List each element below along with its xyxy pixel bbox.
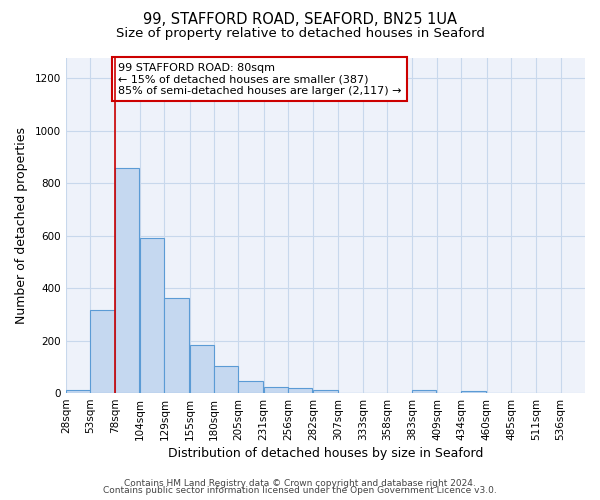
Bar (288, 388, 313, 393)
Text: Contains HM Land Registry data © Crown copyright and database right 2024.: Contains HM Land Registry data © Crown c… (124, 478, 476, 488)
Bar (238, 380, 263, 393)
Bar (140, 238, 164, 393)
Bar (214, 366, 238, 393)
Bar (461, 392, 485, 393)
Bar (412, 390, 436, 393)
Text: 99, STAFFORD ROAD, SEAFORD, BN25 1UA: 99, STAFFORD ROAD, SEAFORD, BN25 1UA (143, 12, 457, 28)
Text: Size of property relative to detached houses in Seaford: Size of property relative to detached ho… (116, 28, 484, 40)
Bar (190, 344, 214, 393)
X-axis label: Distribution of detached houses by size in Seaford: Distribution of detached houses by size … (168, 447, 483, 460)
Bar (313, 390, 338, 393)
Bar (115, 168, 139, 393)
Bar (264, 388, 288, 393)
Text: Contains public sector information licensed under the Open Government Licence v3: Contains public sector information licen… (103, 486, 497, 495)
Y-axis label: Number of detached properties: Number of detached properties (15, 127, 28, 324)
Bar (91, 310, 115, 393)
Text: 99 STAFFORD ROAD: 80sqm
← 15% of detached houses are smaller (387)
85% of semi-d: 99 STAFFORD ROAD: 80sqm ← 15% of detache… (118, 62, 401, 96)
Bar (66, 390, 91, 393)
Bar (164, 298, 189, 393)
